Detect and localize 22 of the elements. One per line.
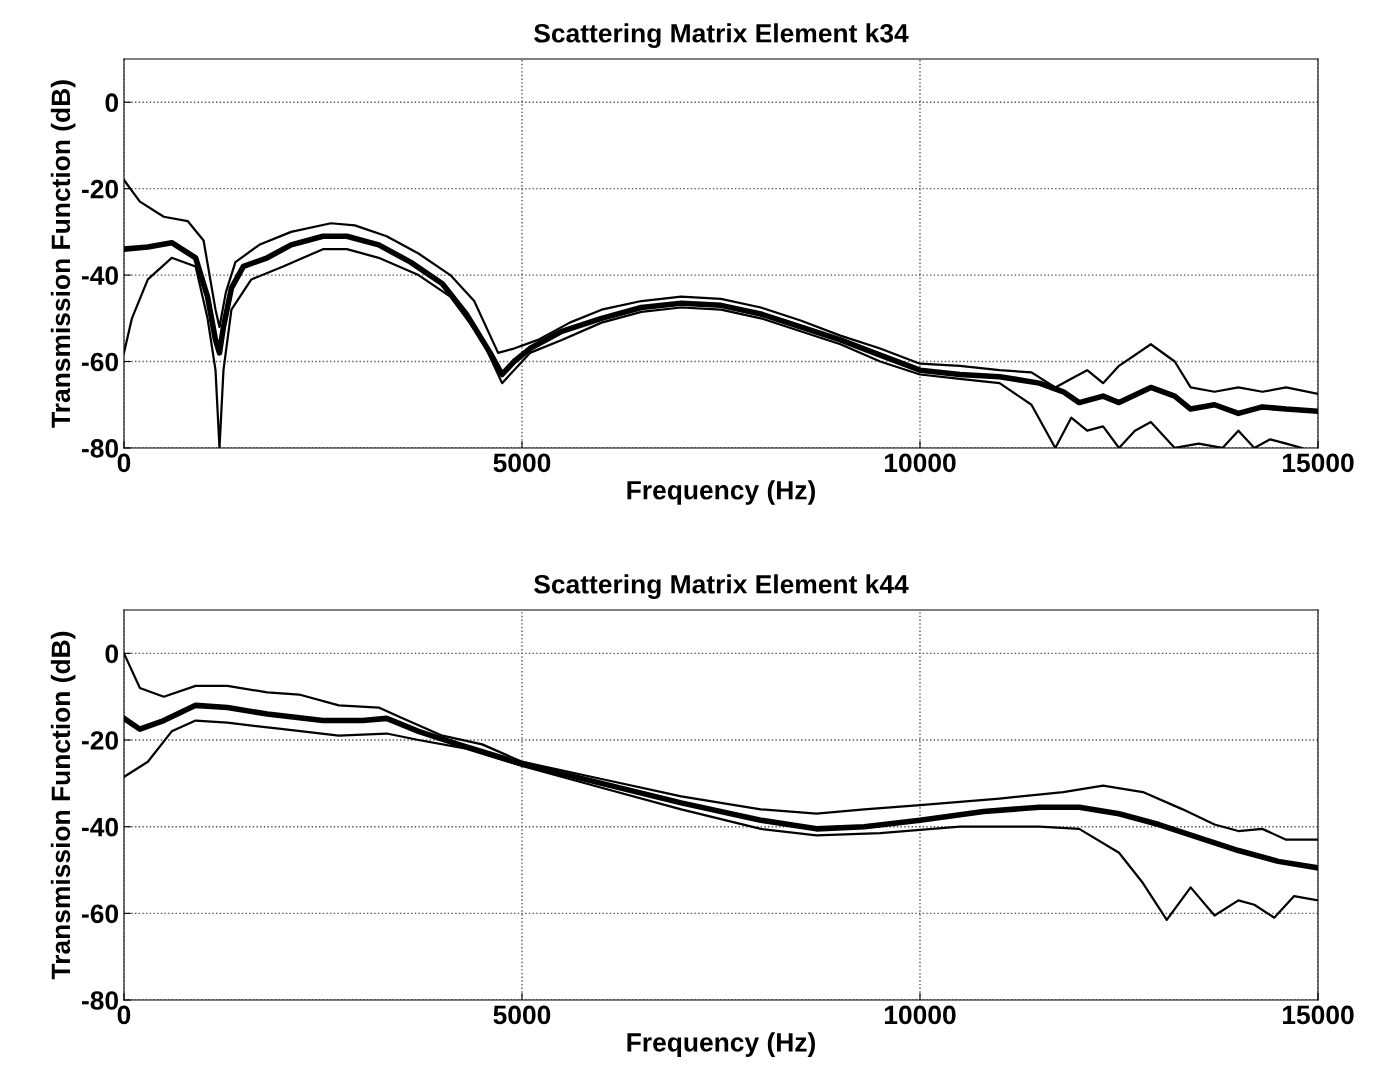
y-tick-label: -60	[82, 904, 119, 924]
x-tick-label: 5000	[493, 453, 551, 473]
chart-title: Scattering Matrix Element k44	[534, 574, 909, 599]
y-tick-label: 0	[105, 93, 119, 113]
x-axis-title: Frequency (Hz)	[627, 1032, 815, 1057]
y-tick-label: -20	[82, 731, 119, 750]
x-tick-label: 10000	[884, 1005, 956, 1025]
y-tick-label: 0	[105, 644, 119, 664]
y-tick-label: -80	[82, 991, 119, 1010]
x-axis-title: Frequency (Hz)	[627, 480, 815, 505]
x-tick-label: 5000	[493, 1005, 551, 1025]
chart-title: Scattering Matrix Element k34	[534, 23, 909, 48]
y-tick-label: -40	[82, 817, 119, 837]
x-tick-label: 15000	[1282, 453, 1354, 473]
y-tick-label: -40	[82, 266, 119, 285]
y-axis-title: Transmission Function (dB)	[50, 631, 76, 980]
y-axis-title: Transmission Function (dB)	[50, 80, 76, 428]
x-tick-label: 15000	[1282, 1005, 1354, 1025]
y-tick-label: -20	[82, 179, 119, 199]
x-tick-label: 10000	[884, 453, 956, 473]
y-tick-label: -60	[82, 352, 119, 372]
y-tick-label: -80	[82, 439, 119, 458]
